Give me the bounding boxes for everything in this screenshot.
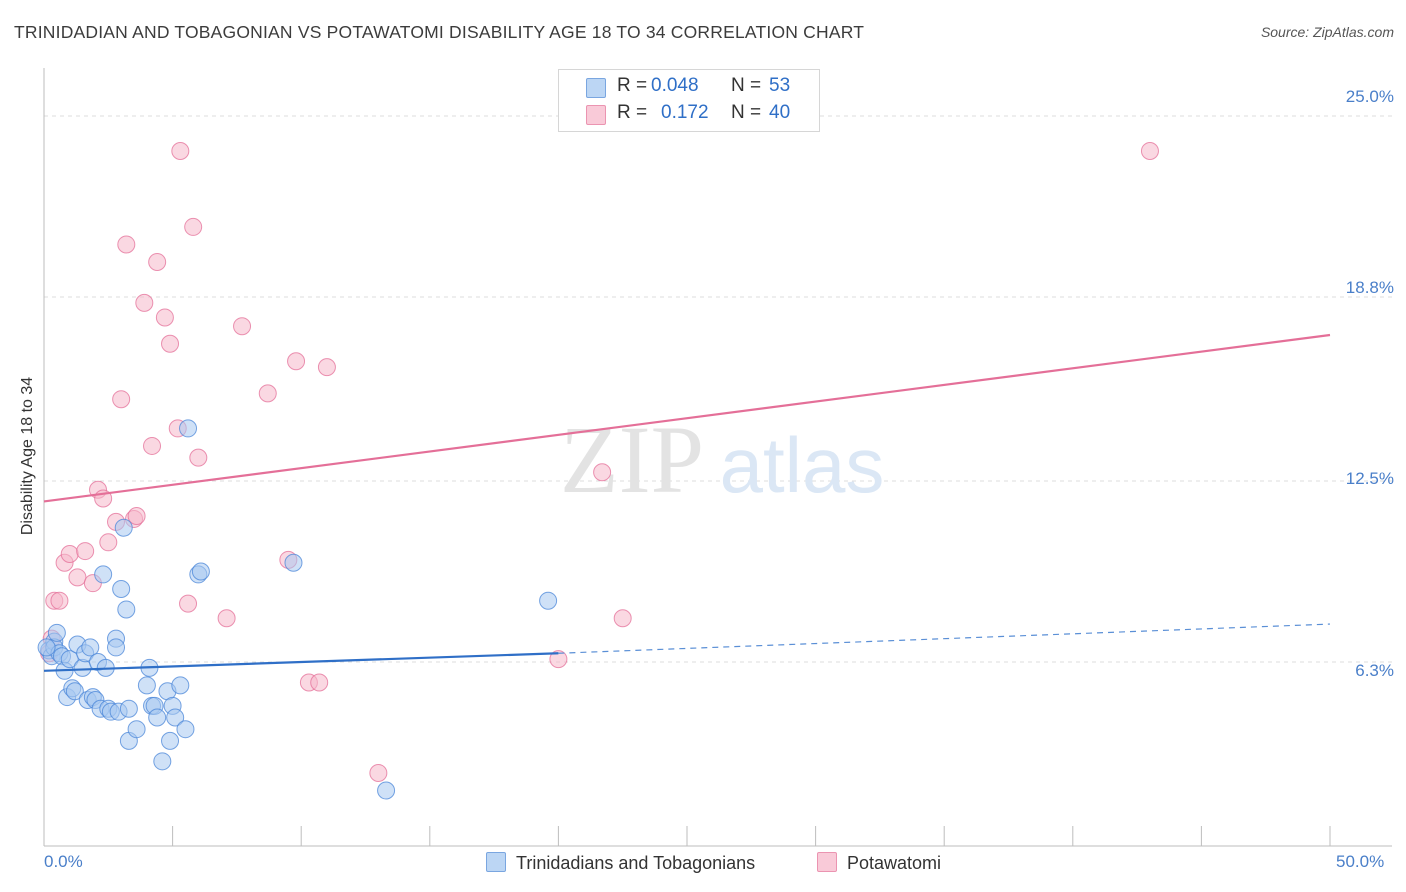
r-value: 0.172 (661, 102, 709, 123)
n-label: N = (731, 75, 762, 96)
x-tick-label-max: 50.0% (1336, 852, 1385, 871)
data-point (73, 658, 92, 677)
r-value: 0.048 (651, 75, 699, 96)
legend-label: Trinidadians and Tobagonians (516, 853, 756, 873)
data-point (287, 352, 306, 371)
data-point (37, 638, 56, 657)
data-point (161, 731, 180, 750)
data-point (127, 507, 146, 526)
data-point (310, 673, 329, 692)
r-label: R = (617, 102, 648, 123)
legend-swatch-blue (586, 78, 606, 98)
data-point (369, 763, 388, 782)
data-point (135, 293, 154, 312)
grid-lines (44, 115, 1392, 663)
data-point (117, 235, 136, 254)
data-point (233, 317, 252, 336)
data-point (377, 781, 396, 800)
legend-swatch-pink (586, 105, 606, 125)
data-point (127, 720, 146, 739)
legend-item-potawatomi: Potawatomi (817, 852, 941, 874)
trend-line-potawatomi (43, 333, 1331, 503)
trend-lines (43, 333, 1331, 672)
data-point (117, 600, 136, 619)
trend-line-trinidadians-extension (558, 623, 1331, 654)
data-point (166, 708, 185, 727)
data-point (47, 623, 66, 642)
n-label: N = (731, 102, 762, 123)
y-tick-label-25-0: 25.0% (1345, 87, 1394, 106)
data-point (60, 650, 79, 669)
data-point (114, 518, 133, 537)
data-point (593, 463, 612, 482)
data-point (179, 419, 198, 438)
data-point (549, 650, 568, 669)
y-tick-label-12-5: 12.5% (1345, 469, 1394, 488)
data-point (191, 562, 210, 581)
y-tick-label-6-3: 6.3% (1355, 661, 1394, 680)
data-point (81, 638, 100, 657)
trend-line-trinidadians (43, 652, 559, 672)
data-point (112, 390, 131, 409)
data-point (258, 384, 277, 403)
x-tick-label-min: 0.0% (44, 852, 83, 871)
data-point (317, 358, 336, 377)
data-point (1140, 142, 1159, 161)
data-point (153, 752, 172, 771)
data-point (161, 334, 180, 353)
data-point (119, 699, 138, 718)
series-trinidadians (37, 419, 558, 800)
data-point (155, 308, 174, 327)
y-tick-label-18-8: 18.8% (1345, 278, 1394, 297)
watermark-atlas: atlas (720, 421, 885, 509)
data-point (65, 682, 84, 701)
data-point (613, 609, 632, 628)
data-point (189, 448, 208, 467)
source-credit: Source: ZipAtlas.com (1260, 24, 1394, 40)
correlation-legend: R = 0.048 N = 53 R = 0.172 N = 40 (558, 69, 820, 132)
data-point (94, 565, 113, 584)
data-point (68, 568, 87, 587)
data-point (539, 591, 558, 610)
legend-label: Potawatomi (847, 853, 942, 873)
data-point (137, 676, 156, 695)
data-point (112, 580, 131, 599)
data-point (148, 708, 167, 727)
data-point (99, 533, 118, 552)
watermark-zip: ZIP (560, 406, 704, 513)
legend-swatch-pink (817, 852, 837, 872)
data-point (284, 553, 303, 572)
data-point (60, 544, 79, 563)
chart-title: TRINIDADIAN AND TOBAGONIAN VS POTAWATOMI… (14, 22, 865, 42)
legend-item-trinidadians: Trinidadians and Tobagonians (486, 852, 755, 874)
data-point (176, 720, 195, 739)
axes (43, 68, 1392, 847)
n-value: 53 (769, 75, 791, 96)
data-point (171, 142, 190, 161)
data-point (179, 594, 198, 613)
watermark: ZIP atlas (560, 406, 884, 513)
data-point (107, 638, 126, 657)
data-point (217, 609, 236, 628)
legend-swatch-blue (486, 852, 506, 872)
data-point (148, 252, 167, 271)
data-point (143, 436, 162, 455)
data-point (184, 217, 203, 236)
data-point (76, 542, 95, 561)
r-label: R = (617, 75, 648, 96)
n-value: 40 (769, 102, 791, 123)
data-point (171, 676, 190, 695)
data-point (50, 591, 69, 610)
